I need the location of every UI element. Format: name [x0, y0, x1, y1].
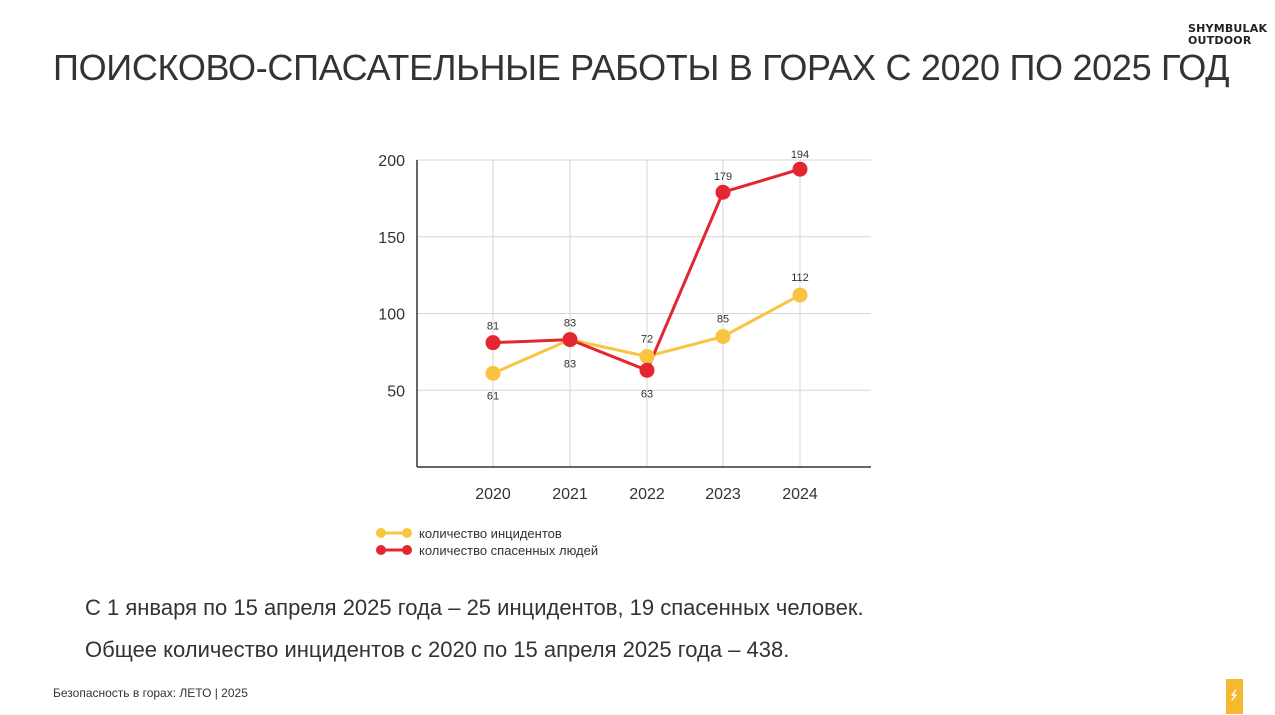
data-point-rescued	[792, 161, 808, 177]
x-tick-label: 2022	[629, 486, 665, 503]
data-label-rescued: 81	[487, 321, 499, 333]
legend-marker	[376, 545, 386, 555]
legend-marker	[402, 545, 412, 555]
data-point-incidents	[792, 287, 808, 303]
y-tick-label: 200	[378, 153, 405, 170]
y-tick-label: 150	[378, 230, 405, 247]
data-point-rescued	[639, 362, 655, 378]
summary-line-1: С 1 января по 15 апреля 2025 года – 25 и…	[85, 595, 864, 620]
brand-line-1: SHYMBULAK	[1188, 22, 1268, 35]
data-label-incidents: 83	[564, 359, 576, 371]
data-label-incidents: 72	[641, 333, 653, 345]
brand-logo-text: SHYMBULAK OUTDOOR	[1188, 23, 1267, 47]
summary-line-2: Общее количество инцидентов с 2020 по 15…	[85, 637, 790, 662]
data-point-rescued	[485, 335, 501, 351]
footer-caption: Безопасность в горах: ЛЕТО | 2025	[53, 686, 248, 700]
x-tick-label: 2023	[705, 486, 741, 503]
data-label-rescued: 83	[564, 318, 576, 330]
data-label-rescued: 179	[714, 171, 732, 183]
data-point-incidents	[639, 348, 655, 364]
data-label-rescued: 194	[791, 149, 809, 161]
data-label-incidents: 85	[717, 314, 729, 326]
legend-marker	[376, 528, 386, 538]
legend-label: количество спасенных людей	[419, 543, 598, 558]
y-tick-label: 50	[387, 383, 405, 400]
data-point-rescued	[715, 184, 731, 200]
y-tick-label: 100	[378, 307, 405, 324]
x-tick-label: 2024	[782, 486, 818, 503]
x-tick-label: 2021	[552, 486, 588, 503]
data-label-incidents: 61	[487, 390, 499, 402]
legend-label: количество инцидентов	[419, 526, 562, 541]
data-point-incidents	[485, 365, 501, 381]
data-point-rescued	[562, 332, 578, 348]
legend-marker	[402, 528, 412, 538]
x-tick-label: 2020	[475, 486, 511, 503]
data-point-incidents	[715, 329, 731, 345]
brand-line-2: OUTDOOR	[1188, 34, 1252, 47]
data-label-incidents: 112	[791, 272, 809, 284]
brand-mark-icon	[1226, 679, 1243, 714]
page-title: ПОИСКОВО-СПАСАТЕЛЬНЫЕ РАБОТЫ В ГОРАХ С 2…	[53, 47, 1230, 88]
data-label-rescued: 63	[641, 388, 653, 400]
